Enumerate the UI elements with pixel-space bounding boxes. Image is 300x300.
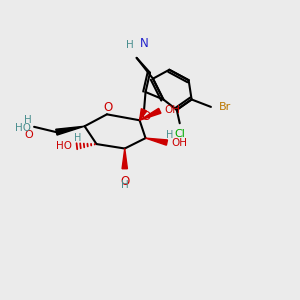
Polygon shape [122, 148, 128, 169]
Polygon shape [140, 109, 147, 120]
Text: H: H [121, 180, 129, 190]
Text: O: O [103, 101, 112, 114]
Text: O: O [24, 130, 33, 140]
Text: H: H [74, 133, 82, 143]
Text: O: O [120, 175, 129, 188]
Text: OH: OH [171, 138, 188, 148]
Text: N: N [140, 38, 148, 50]
Polygon shape [146, 138, 167, 145]
Text: H: H [126, 40, 134, 50]
Text: O: O [141, 110, 150, 123]
Polygon shape [140, 108, 161, 120]
Text: H: H [166, 130, 174, 140]
Text: H: H [24, 115, 32, 125]
Text: Br: Br [219, 102, 232, 112]
Text: Cl: Cl [174, 129, 185, 139]
Polygon shape [56, 126, 85, 135]
Text: HO: HO [15, 123, 32, 133]
Text: HO: HO [56, 141, 72, 151]
Text: OH: OH [164, 105, 180, 115]
